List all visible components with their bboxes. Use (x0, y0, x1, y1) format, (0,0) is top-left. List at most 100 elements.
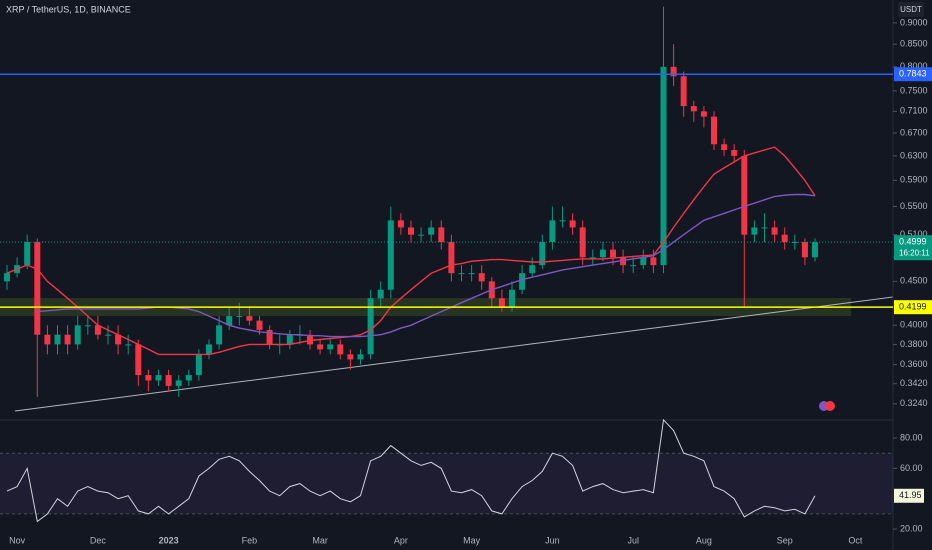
candle-body (185, 375, 192, 381)
rsi-tag (894, 488, 924, 503)
candle-body (246, 316, 253, 321)
candle-body (519, 273, 526, 290)
x-tick-label: Oct (848, 535, 863, 545)
candle-body (367, 298, 374, 355)
candle-body (4, 273, 10, 282)
candle-body (387, 220, 394, 290)
candle-body (549, 220, 556, 243)
candle-body (266, 329, 273, 345)
candle-body (307, 334, 313, 345)
currency-box (898, 2, 924, 17)
rsi-band (0, 453, 893, 514)
x-tick-label: Nov (9, 535, 26, 545)
candle-body (145, 375, 152, 381)
candle-body (206, 344, 212, 355)
candle-body (468, 273, 475, 275)
trendline (14, 296, 894, 412)
candle-body (569, 220, 576, 228)
candle-body (286, 334, 293, 345)
candle-body (155, 375, 162, 381)
y-tick-label: 0.4000 (900, 320, 928, 330)
level-tag (894, 300, 932, 315)
candle-body (165, 375, 172, 386)
candle-body (539, 242, 546, 266)
candle-body (195, 354, 202, 376)
level-tag (894, 67, 932, 82)
x-tick-label: Sep (777, 535, 793, 545)
candle-body (650, 257, 657, 266)
candle-body (418, 234, 425, 236)
event-icon (825, 401, 835, 411)
candle-body (236, 316, 243, 318)
last-price-label: 0.4999 (899, 237, 927, 247)
candle-body (640, 257, 647, 266)
candle-body (498, 298, 505, 308)
y-tick-label: 0.8000 (900, 61, 928, 71)
candle-body (397, 220, 404, 228)
y-tick-label: 0.4500 (900, 276, 928, 286)
x-tick-label: Jun (545, 535, 560, 545)
candle-body (751, 227, 758, 235)
x-tick-label: 2023 (159, 535, 179, 545)
x-tick-label: Aug (696, 535, 712, 545)
x-tick-label: May (463, 535, 481, 545)
candle-body (781, 234, 788, 243)
candle-body (54, 334, 61, 345)
candle-body (44, 334, 51, 345)
plot-layer: 0.32400.34200.36000.38000.40000.45000.48… (0, 6, 932, 545)
candle-body (317, 344, 324, 350)
candle-body (34, 242, 41, 335)
candle-body (589, 257, 596, 259)
candle-body (771, 227, 778, 235)
y-tick-label: 0.9000 (900, 17, 928, 27)
candle-body (812, 242, 818, 258)
candle-body (791, 242, 798, 244)
candle-body (327, 344, 334, 350)
y-tick-label: 0.5500 (900, 201, 928, 211)
y-tick-label: 0.3800 (900, 339, 928, 349)
x-tick-label: Mar (312, 535, 328, 545)
moving-average (6, 146, 816, 356)
candle-body (438, 227, 445, 243)
candle-body (690, 106, 697, 112)
candle-body (357, 354, 364, 360)
candle-body (135, 344, 142, 376)
candle-body (660, 66, 667, 266)
x-tick-label: Feb (242, 535, 258, 545)
candle-body (529, 265, 536, 274)
candle-body (610, 249, 616, 258)
candle-body (721, 144, 728, 151)
y-tick-label: 0.3600 (900, 359, 928, 369)
level-label: 0.4199 (899, 302, 927, 312)
y-tick-label: 0.5900 (900, 175, 928, 185)
y-tick-label: 0.8500 (900, 39, 928, 49)
candle-body (559, 220, 566, 222)
rsi-value-label: 41.95 (899, 490, 922, 500)
rsi-line (6, 418, 816, 523)
candle-body (620, 257, 627, 266)
y-tick-label: 0.6700 (900, 127, 928, 137)
x-tick-label: Jul (627, 535, 639, 545)
y-tick-label: 0.7500 (900, 85, 928, 95)
candle-body (700, 111, 707, 117)
candle-body (478, 273, 485, 282)
candle-body (115, 334, 122, 345)
y-tick-label: 0.6300 (900, 150, 928, 160)
candle-body (509, 289, 515, 308)
candle-body (175, 380, 182, 386)
candle-body (24, 242, 31, 266)
candle-body (347, 354, 354, 360)
candle-body (377, 289, 384, 299)
y-tick-label: 0.5100 (900, 229, 928, 239)
x-tick-label: Dec (90, 535, 107, 545)
countdown: 16:20:11 (899, 248, 930, 257)
candle-body (458, 273, 465, 275)
y-tick-label: 0.7100 (900, 106, 928, 116)
rsi-tick-label: 20.00 (900, 523, 923, 533)
candle-body (256, 320, 263, 330)
level-label: 0.7843 (899, 69, 927, 79)
candle-body (731, 150, 738, 156)
candle-body (337, 344, 344, 355)
